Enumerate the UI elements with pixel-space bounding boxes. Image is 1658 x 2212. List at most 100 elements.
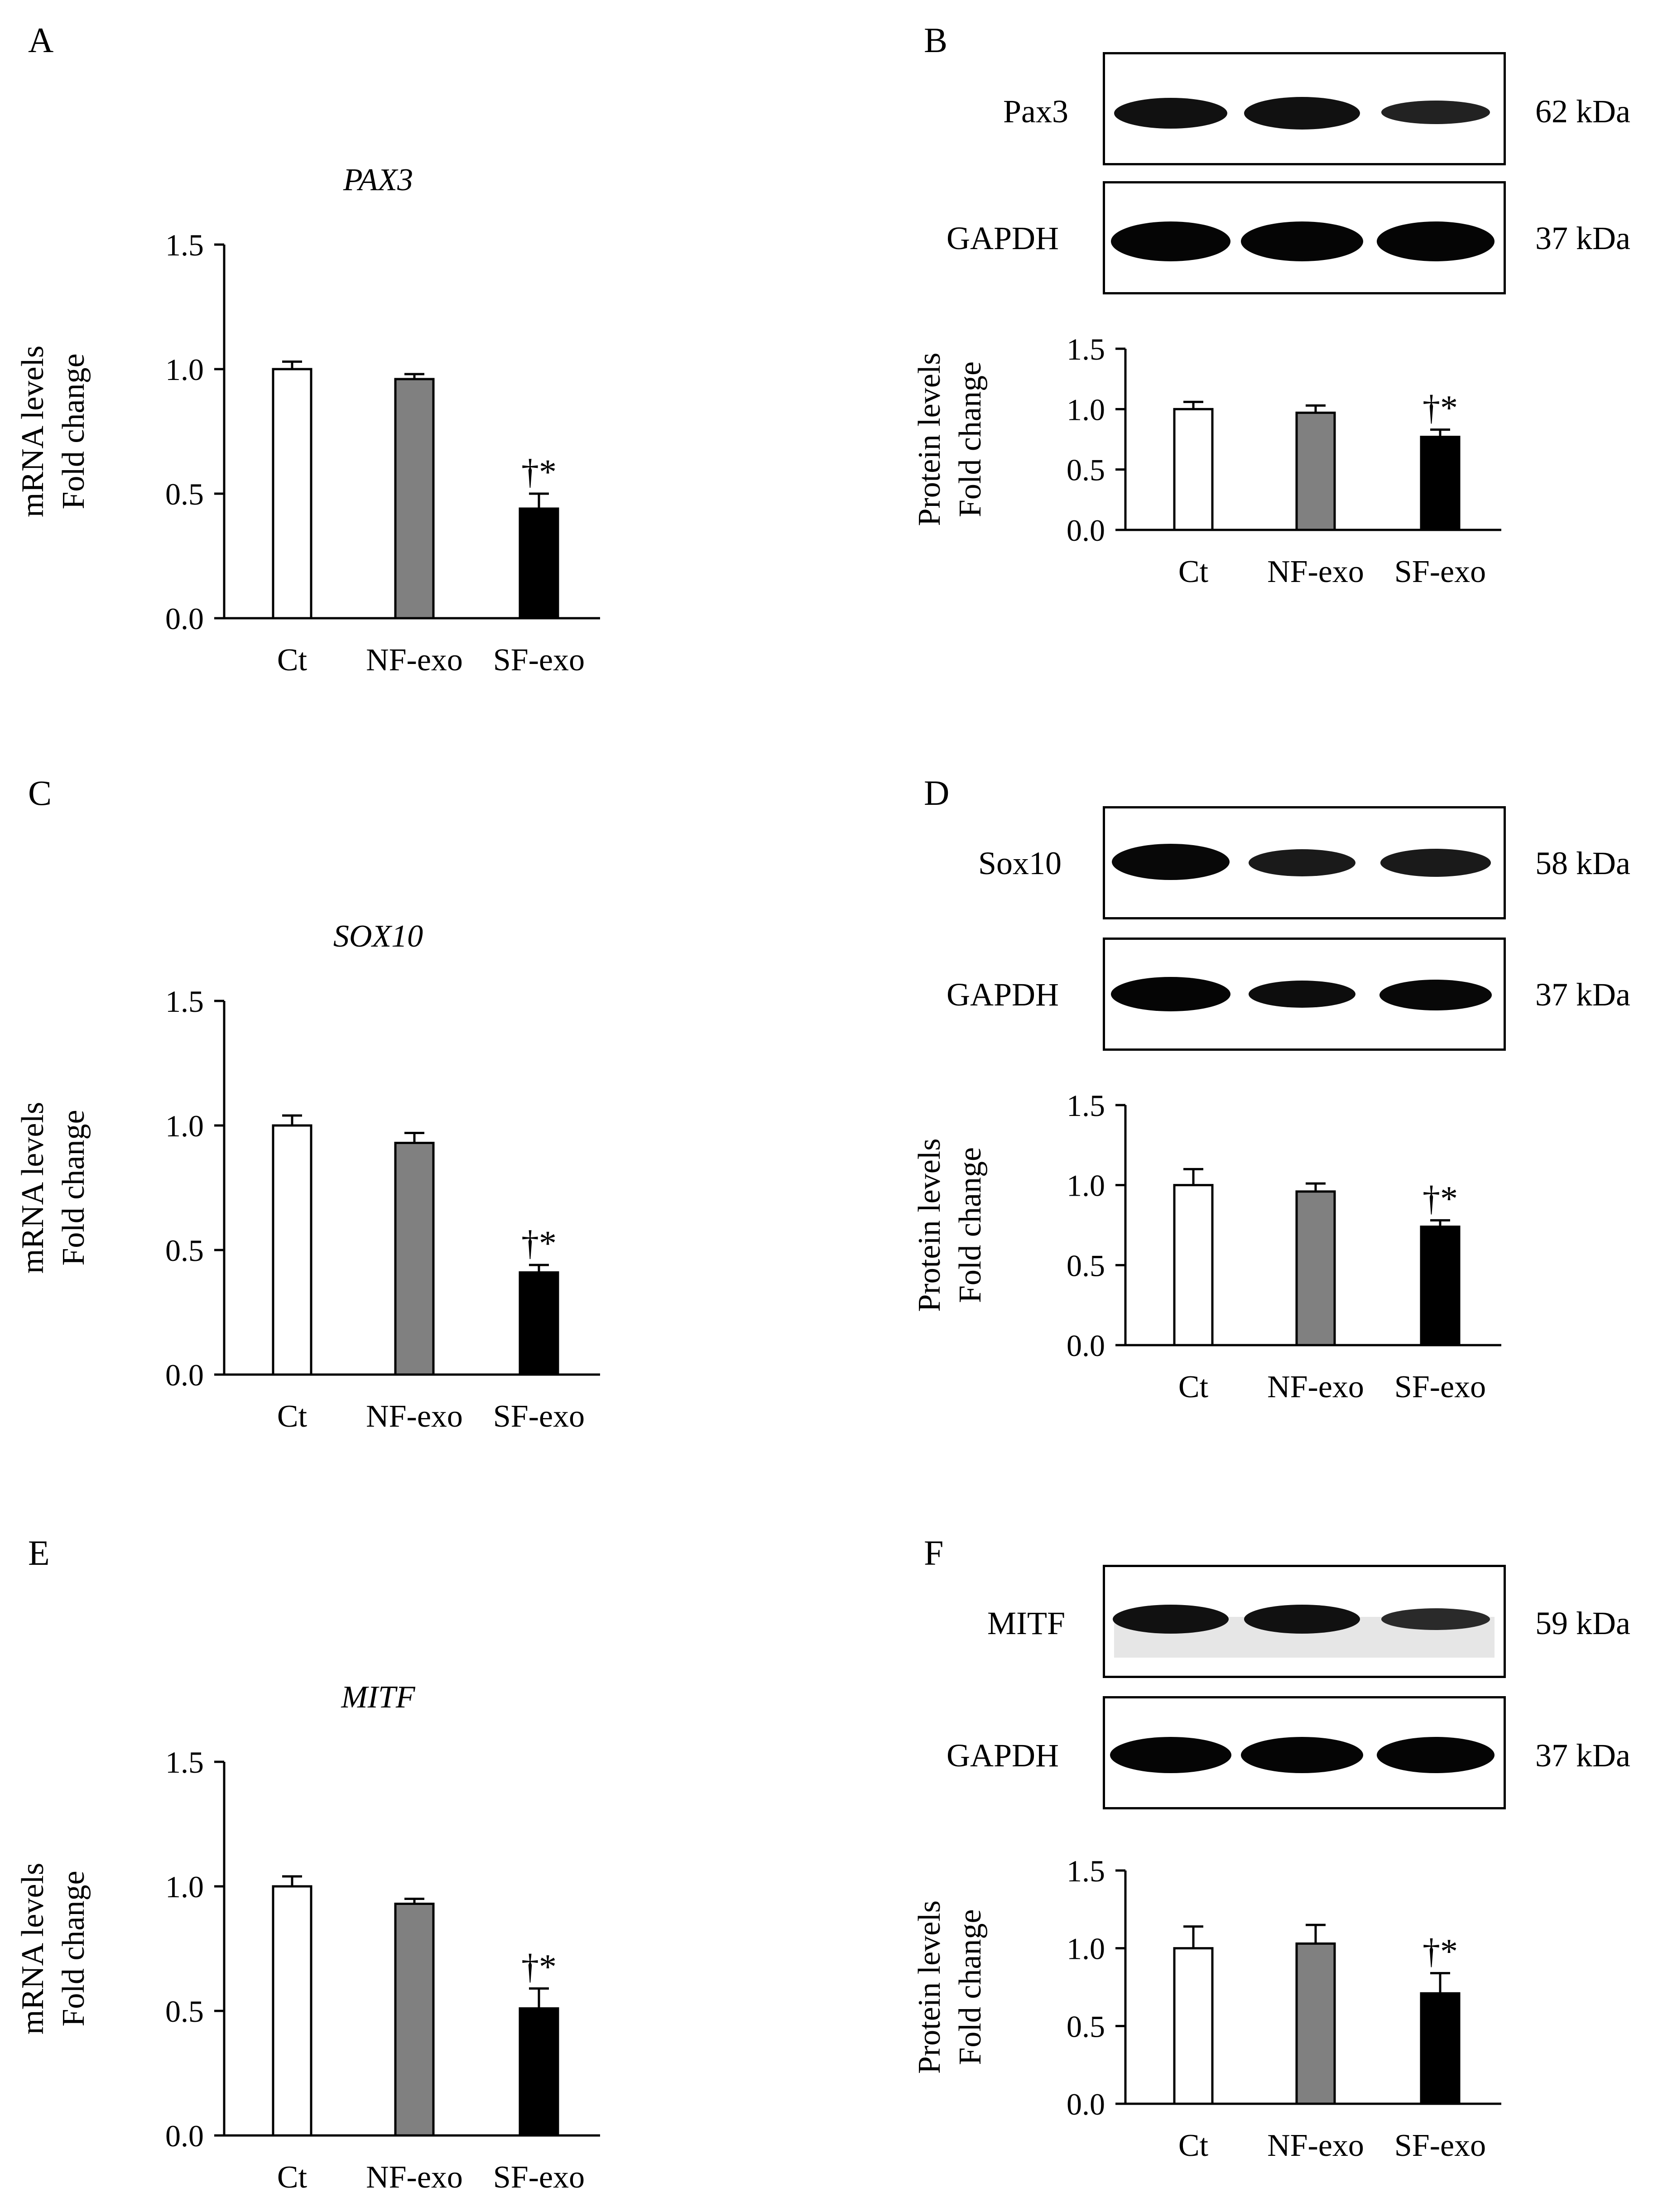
y-tick-label: 0.5 [1067, 2009, 1105, 2044]
y-axis-label: Protein levels [912, 1900, 947, 2074]
blot-label-pax3: Pax3 [1003, 93, 1068, 130]
blot-label-gapdh-f: GAPDH [947, 1737, 1059, 1774]
y-tick-label: 0.0 [1067, 1328, 1105, 1363]
western-blot-pax3 [1103, 52, 1506, 165]
bar-ct [1173, 1184, 1214, 1346]
blot-label-gapdh-d: GAPDH [947, 976, 1059, 1013]
bar-nf-exo [1295, 411, 1336, 531]
panel-letter-d: D [924, 773, 950, 813]
y-tick-label: 1.5 [165, 984, 204, 1019]
y-tick-label: 0.5 [1067, 453, 1105, 487]
bar-ct [272, 1885, 312, 2137]
kda-label-gapdh-b: 37 kDa [1535, 220, 1630, 256]
chart-d: 0.0 0.5 1.0 1.5 Protein levels Fold change Ct N… [912, 1088, 1501, 1404]
y-axis-label: mRNA levels [15, 1863, 50, 2034]
y-axis-label: Fold change [56, 1871, 91, 2026]
y-tick-label: 1.5 [1067, 1088, 1105, 1123]
significance-marker: †* [521, 1947, 557, 1986]
bar-ct [272, 368, 312, 620]
significance-marker: †* [521, 452, 557, 491]
western-blot-gapdh-f [1103, 1696, 1506, 1809]
y-tick-label: 1.0 [1067, 1932, 1105, 1966]
chart-e: MITF 0.0 0.5 1.0 1.5 mRNA levels Fold change Ct… [15, 1680, 600, 2195]
bar-sf-exo [1420, 1992, 1461, 2105]
category-label: SF-exo [1394, 1370, 1486, 1404]
y-tick-label: 1.0 [1067, 1169, 1105, 1203]
category-label: Ct [277, 643, 308, 678]
y-tick-label: 1.0 [165, 1870, 204, 1904]
y-tick-label: 0.0 [1067, 513, 1105, 548]
blot-label-mitf: MITF [987, 1605, 1066, 1641]
y-axis-label: Protein levels [912, 353, 947, 526]
category-label: NF-exo [366, 643, 463, 678]
kda-label-pax3: 62 kDa [1535, 93, 1630, 130]
chart-c: SOX10 0.0 0.5 1.0 1.5 mRNA levels Fold change C… [15, 919, 600, 1434]
bar-nf-exo [1295, 1942, 1336, 2105]
y-tick-label: 1.0 [165, 1109, 204, 1143]
western-blot-sox10 [1103, 806, 1506, 919]
western-blot-gapdh-d [1103, 938, 1506, 1051]
category-label: SF-exo [1394, 2128, 1486, 2163]
y-tick-label: 0.0 [165, 2119, 204, 2153]
category-label: Ct [277, 2160, 308, 2195]
panel-letter-e: E [28, 1533, 50, 1572]
blot-label-gapdh-b: GAPDH [947, 220, 1059, 256]
y-tick-label: 0.5 [165, 1233, 204, 1268]
blot-bands-pax3 [1114, 97, 1490, 130]
blot-label-sox10: Sox10 [978, 845, 1062, 881]
kda-label-mitf: 59 kDa [1535, 1605, 1630, 1641]
panel-letter-f: F [924, 1533, 944, 1572]
category-label: NF-exo [1267, 1370, 1364, 1404]
bar-nf-exo [1295, 1190, 1336, 1346]
western-blot-gapdh-b [1103, 181, 1506, 294]
bar-nf-exo [394, 1903, 435, 2137]
bar-sf-exo [519, 507, 559, 620]
kda-label-sox10: 58 kDa [1535, 845, 1630, 881]
category-label: Ct [277, 1399, 308, 1434]
y-axis-label: Fold change [953, 1147, 988, 1303]
bar-sf-exo [519, 2007, 559, 2137]
y-tick-label: 0.0 [165, 1358, 204, 1392]
y-axis-label: mRNA levels [15, 1102, 50, 1274]
y-tick-label: 0.0 [1067, 2087, 1105, 2121]
category-label: NF-exo [1267, 554, 1364, 589]
bar-ct [272, 1124, 312, 1376]
significance-marker: †* [1423, 388, 1458, 428]
y-axis-label: Fold change [953, 1909, 988, 2065]
y-tick-label: 1.5 [1067, 332, 1105, 366]
panel-letter-c: C [28, 773, 52, 813]
y-tick-label: 1.0 [1067, 392, 1105, 427]
category-label: Ct [1178, 2128, 1209, 2163]
category-label: SF-exo [493, 2160, 585, 2195]
significance-marker: †* [1423, 1178, 1458, 1218]
significance-marker: †* [1423, 1932, 1458, 1971]
blot-bands-sox10 [1112, 844, 1491, 880]
category-label: Ct [1178, 554, 1209, 589]
y-tick-label: 0.5 [1067, 1248, 1105, 1283]
bar-ct [1173, 1947, 1214, 2105]
y-tick-label: 0.5 [165, 1994, 204, 2029]
chart-a: PAX3 0.0 0.5 1.0 1.5 mRNA levels Fold change Ct… [15, 163, 600, 678]
y-tick-label: 1.5 [165, 228, 204, 262]
y-axis-label: Fold change [953, 361, 988, 517]
category-label: NF-exo [366, 2160, 463, 2195]
kda-label-gapdh-d: 37 kDa [1535, 976, 1630, 1013]
category-label: SF-exo [493, 1399, 585, 1434]
y-axis-label: Protein levels [912, 1139, 947, 1312]
y-tick-label: 0.5 [165, 477, 204, 511]
bar-sf-exo [1420, 436, 1461, 531]
category-label: NF-exo [366, 1399, 463, 1434]
y-tick-label: 0.0 [165, 601, 204, 636]
y-tick-label: 1.0 [165, 352, 204, 387]
chart-title-e: MITF [341, 1680, 416, 1715]
blot-bands-gapdh-f [1110, 1737, 1495, 1773]
blot-bands-gapdh-b [1111, 221, 1495, 261]
bar-sf-exo [1420, 1226, 1461, 1346]
category-label: SF-exo [1394, 554, 1486, 589]
bar-ct [1173, 408, 1214, 531]
category-label: NF-exo [1267, 2128, 1364, 2163]
chart-b: 0.0 0.5 1.0 1.5 Protein levels Fold change Ct N… [912, 332, 1501, 589]
chart-title-c: SOX10 [333, 919, 423, 954]
category-label: Ct [1178, 1370, 1209, 1404]
y-axis-label: Fold change [56, 353, 91, 509]
